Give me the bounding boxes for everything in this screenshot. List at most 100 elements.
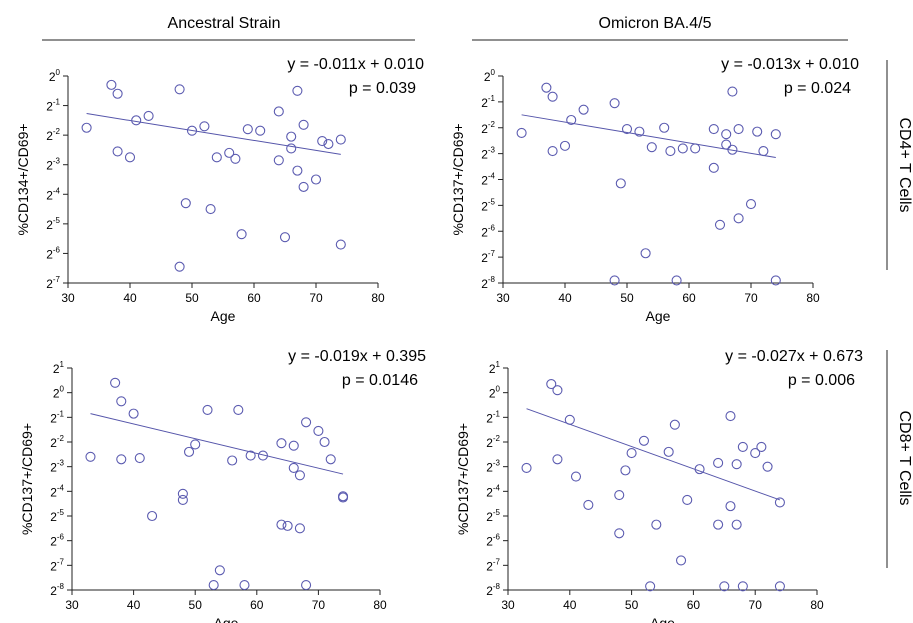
y-tick-label: 20 bbox=[53, 385, 65, 401]
data-point bbox=[190, 439, 201, 450]
data-point bbox=[224, 147, 235, 158]
data-point bbox=[131, 115, 142, 126]
data-point bbox=[645, 581, 656, 592]
data-point bbox=[199, 121, 210, 132]
y-tick-label: 21 bbox=[489, 360, 501, 376]
y-tick-label: 2-1 bbox=[50, 409, 64, 425]
data-point bbox=[134, 452, 145, 464]
data-point bbox=[774, 581, 785, 592]
data-point bbox=[714, 219, 726, 230]
y-tick-label: 2-4 bbox=[481, 172, 495, 188]
data-point bbox=[721, 129, 732, 140]
data-point bbox=[242, 124, 253, 135]
data-point bbox=[719, 581, 730, 592]
y-tick-label: 2-3 bbox=[46, 157, 60, 173]
regression-line bbox=[90, 413, 344, 475]
column-title-omicron: Omicron BA.4/5 bbox=[599, 15, 712, 32]
data-point bbox=[239, 580, 250, 591]
data-point bbox=[725, 411, 736, 422]
y-tick-label: 2-5 bbox=[46, 216, 60, 232]
data-point bbox=[286, 131, 297, 142]
x-tick-label: 80 bbox=[806, 291, 820, 305]
data-point bbox=[727, 144, 738, 155]
data-point bbox=[675, 555, 687, 566]
data-point bbox=[288, 440, 299, 451]
data-point bbox=[570, 471, 582, 482]
data-point bbox=[143, 110, 154, 121]
data-point bbox=[282, 520, 293, 531]
regression-line bbox=[526, 408, 781, 501]
data-point bbox=[552, 385, 563, 396]
data-point bbox=[183, 446, 195, 457]
data-point bbox=[317, 136, 328, 147]
data-point bbox=[208, 580, 219, 591]
data-point bbox=[273, 155, 284, 166]
y-tick-label: 2-5 bbox=[50, 508, 64, 524]
data-point bbox=[682, 494, 693, 506]
x-tick-label: 40 bbox=[123, 291, 137, 305]
data-point bbox=[737, 441, 748, 452]
y-axis-label: %CD134+/CD69+ bbox=[15, 123, 31, 235]
data-point bbox=[733, 213, 744, 224]
data-point bbox=[727, 86, 738, 97]
x-tick-label: 60 bbox=[687, 598, 701, 612]
data-point bbox=[609, 275, 620, 286]
data-point bbox=[552, 454, 563, 465]
data-point bbox=[663, 446, 674, 457]
p-value: p = 0.024 bbox=[784, 80, 851, 97]
x-tick-label: 80 bbox=[371, 291, 385, 305]
data-point bbox=[313, 425, 324, 436]
data-point bbox=[770, 129, 781, 140]
data-point bbox=[177, 488, 188, 499]
data-point bbox=[745, 199, 757, 210]
x-tick-label: 30 bbox=[501, 598, 515, 612]
y-tick-label: 2-4 bbox=[50, 483, 64, 499]
data-point bbox=[227, 455, 238, 466]
p-value: p = 0.0146 bbox=[342, 372, 418, 389]
y-axis-label: %CD137+/CD69+ bbox=[19, 423, 35, 535]
data-point bbox=[516, 127, 527, 138]
column-title-ancestral: Ancestral Strain bbox=[168, 15, 281, 32]
data-point bbox=[288, 462, 299, 473]
data-point bbox=[245, 450, 256, 461]
data-point bbox=[762, 461, 773, 472]
y-tick-label: 2-8 bbox=[486, 582, 500, 598]
y-tick-label: 21 bbox=[53, 360, 65, 376]
y-tick-label: 2-2 bbox=[486, 434, 500, 450]
regression-equation: y = -0.011x + 0.010 bbox=[287, 56, 424, 73]
data-point bbox=[298, 181, 309, 192]
y-axis-label: %CD137+/CD69+ bbox=[455, 423, 471, 535]
data-point bbox=[614, 489, 625, 501]
data-point bbox=[615, 178, 626, 189]
data-point bbox=[721, 139, 732, 150]
y-tick-label: 2-8 bbox=[50, 582, 64, 598]
y-tick-label: 2-7 bbox=[486, 557, 500, 573]
data-point bbox=[323, 138, 334, 150]
x-tick-label: 40 bbox=[127, 598, 141, 612]
x-tick-label: 60 bbox=[250, 598, 264, 612]
x-tick-label: 50 bbox=[620, 291, 634, 305]
y-tick-label: 2-1 bbox=[46, 98, 60, 114]
data-point bbox=[292, 85, 303, 96]
data-point bbox=[578, 104, 589, 115]
data-point bbox=[677, 143, 688, 154]
data-point bbox=[640, 248, 651, 259]
data-point bbox=[255, 125, 266, 136]
x-tick-label: 60 bbox=[247, 291, 261, 305]
data-point bbox=[276, 519, 287, 530]
data-point bbox=[214, 565, 225, 576]
x-axis-label: Age bbox=[650, 615, 675, 623]
data-point bbox=[713, 457, 724, 469]
data-point bbox=[292, 165, 303, 176]
x-tick-label: 70 bbox=[744, 291, 758, 305]
data-point bbox=[202, 404, 213, 415]
data-point bbox=[671, 275, 682, 286]
x-axis-label: Age bbox=[211, 308, 236, 324]
data-point bbox=[547, 91, 558, 102]
data-point bbox=[559, 140, 571, 151]
y-tick-label: 2-1 bbox=[486, 409, 500, 425]
data-point bbox=[665, 145, 676, 157]
data-point bbox=[233, 404, 244, 415]
data-point bbox=[756, 441, 767, 452]
data-point bbox=[546, 378, 557, 390]
